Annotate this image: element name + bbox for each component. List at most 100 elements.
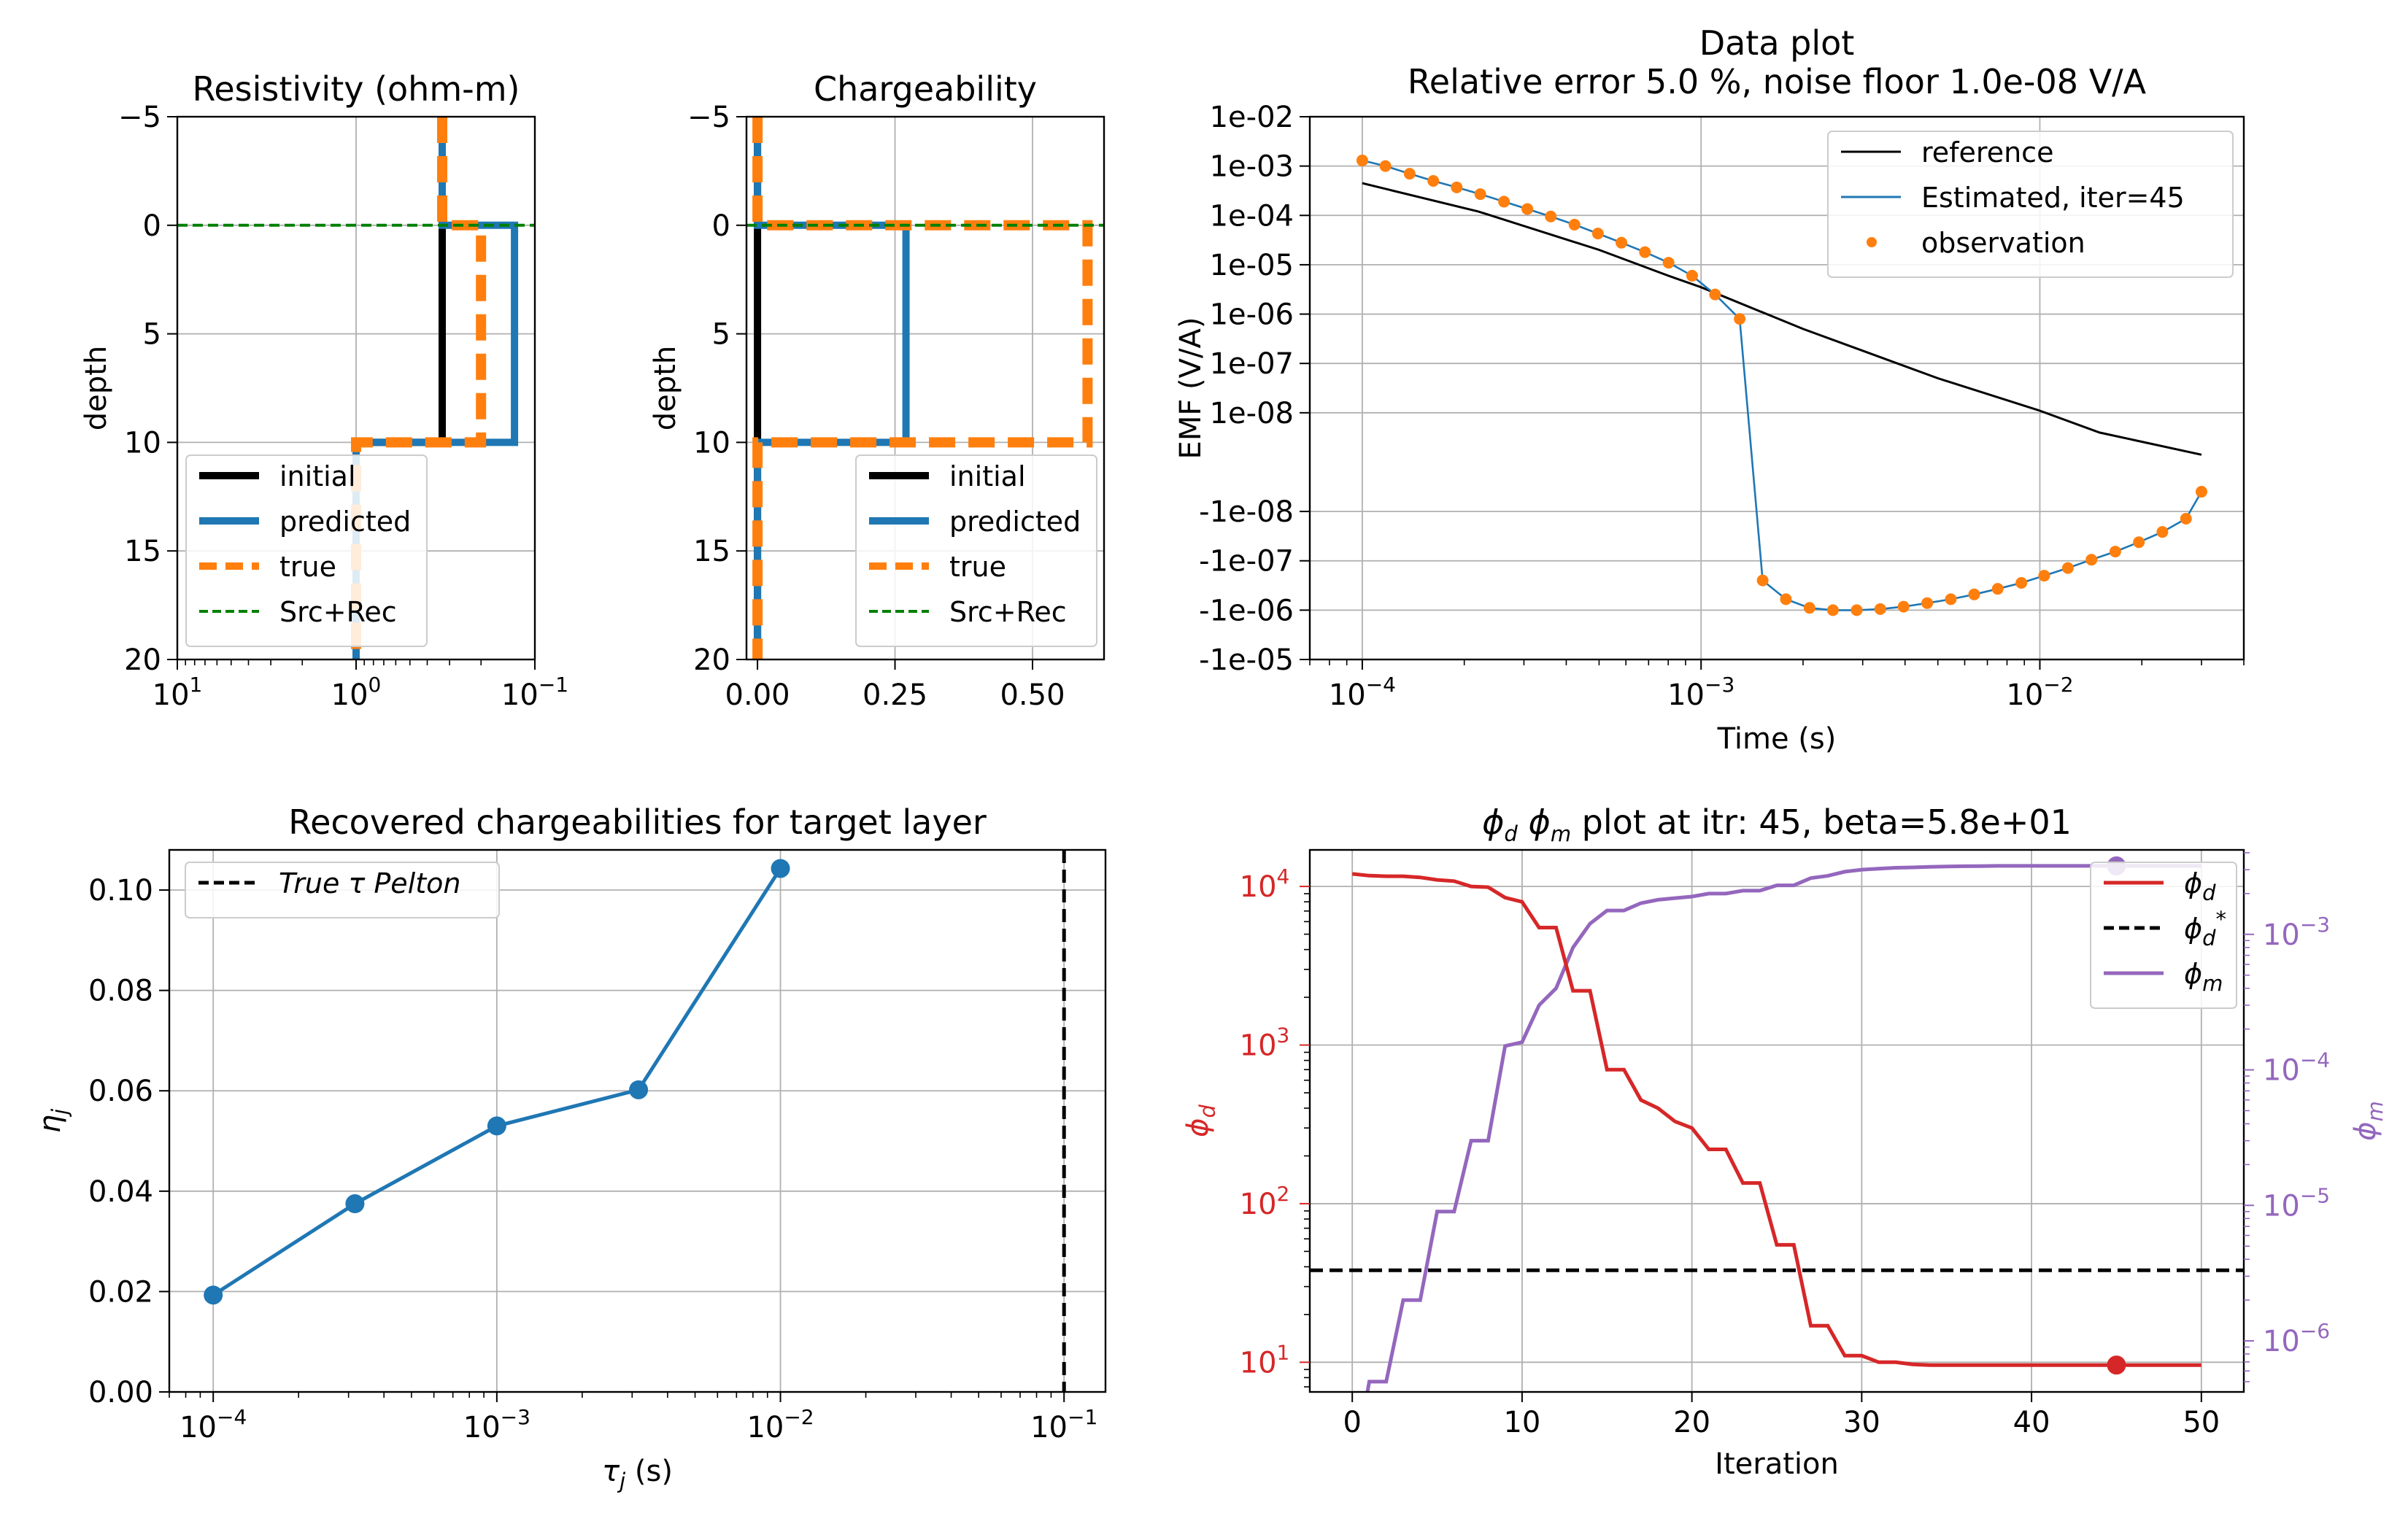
observation-point [1403,168,1416,180]
y-tick-label: 0 [143,209,161,243]
x-tick-label: 0.00 [725,678,790,712]
axes-frame [1308,848,2245,1393]
y-tick-label: -1e-05 [1199,643,1294,677]
x-tick-label: 10−1 [1030,1405,1097,1444]
legend-entry: reference [1841,136,2053,169]
observation-point [1451,181,1463,193]
observation-point [1545,210,1557,223]
legend-entry: predicted [199,506,411,538]
y-axis-label: ϕd [1181,1104,1220,1137]
observation-point [2061,562,2074,574]
legend-entry: ϕd [2104,867,2216,905]
recovered-point [345,1194,365,1214]
legend-label: true [949,551,1006,583]
phi-d-current-point [2107,1355,2126,1375]
legend-entry: ϕm [2104,958,2223,996]
observation-point [1427,174,1440,187]
axes-frame [168,848,1107,1393]
y-tick-label: 20 [124,643,161,677]
y-tick-label: 15 [693,535,730,568]
legend-label: ϕd* [2184,907,2226,951]
y-axis-label: depth [80,346,113,430]
x-tick-label: 10−2 [2006,673,2073,712]
observation-point [1521,203,1534,215]
legend [855,454,1097,647]
legend-label: predicted [949,506,1081,538]
y-tick-label: 103 [1240,1024,1290,1063]
recovered-point [771,859,790,878]
y-tick-label: 104 [1240,864,1290,904]
y-tick-label: 1e-06 [1210,298,1294,332]
y-tick-label: 1e-02 [1210,101,1294,134]
observation-point [1591,228,1604,240]
y-tick-label: −5 [118,101,161,134]
observation-point [1803,602,1815,614]
x-tick-label: 20 [1673,1406,1710,1439]
y-tick-label: 5 [712,318,730,352]
y-axis-label: depth [649,346,682,430]
x-tick-label: 10−3 [463,1405,530,1444]
legend-label: true [279,551,336,583]
recovered-point [629,1080,649,1099]
legend-entry: Src+Rec [869,596,1067,628]
y-tick-label: 20 [693,643,730,677]
legend-entry: true [869,551,1006,583]
legend-entry: predicted [869,506,1081,538]
legend-entry: true [199,551,336,583]
panel-title: ϕd ϕm plot at itr: 45, beta=5.8e+01 [1482,802,2072,846]
x-tick-label: 40 [2013,1406,2050,1439]
y-tick-label: -1e-07 [1199,545,1294,579]
observation-point [2085,554,2098,566]
legend-entry: True τ Pelton [198,867,460,900]
x-tick-label: 30 [1843,1406,1880,1439]
observation-point [1616,236,1628,249]
y-tick-label: 15 [124,535,161,568]
legend-label: ϕd [2184,867,2216,905]
y-tick-label: 0.04 [88,1175,153,1209]
x-tick-label: 10−3 [1667,673,1734,712]
axes-frame [745,115,1105,661]
legend-label: initial [949,460,1026,492]
x-tick-label: 10−4 [1329,673,1396,712]
y-tick-label: 10 [124,426,161,460]
plot-area [1310,864,2244,1392]
observation-point [1474,188,1486,201]
y-right-axis-label: ϕm [2349,1101,2388,1141]
legend [185,862,500,918]
legend-label: predicted [279,506,411,538]
observation-point [1968,588,1980,600]
x-tick-label: 50 [2183,1406,2220,1439]
axes-frame [1308,115,2245,661]
observation-point [1756,574,1769,587]
series-phi-d [1351,872,2201,1367]
panel-title: Recovered chargeabilities for target lay… [288,802,987,842]
y-tick-label: 101 [1240,1340,1290,1380]
observation-point [1945,593,1957,606]
x-tick-label: 0 [1343,1406,1361,1439]
y-tick-label: 0 [712,209,730,243]
y-tick-label: 0.08 [88,975,153,1008]
x-tick-label: 101 [153,673,203,712]
series-reference [1362,182,2202,456]
series-phi-m [1365,864,2201,1392]
y-tick-label: 0.00 [88,1376,153,1409]
legend-entry: Estimated, iter=45 [1841,182,2185,214]
observation-point [2015,576,2028,589]
legend-entry: observation [1867,227,2085,259]
x-axis-label: Time (s) [1717,722,1837,756]
y-right-tick-label: 10−5 [2263,1183,2330,1223]
observation-point [1780,593,1792,606]
panel-title: Resistivity (ohm-m) [192,69,520,109]
y-right-tick-label: 10−4 [2263,1048,2330,1088]
observation-point [1498,196,1510,208]
legend-label: reference [1921,136,2053,169]
observation-point [2195,486,2207,498]
legend-entry: initial [869,460,1026,492]
y-right-tick-label: 10−6 [2263,1319,2330,1358]
plot-area [746,117,1104,659]
y-axis-label: EMF (V/A) [1174,317,1208,460]
y-tick-label: 1e-07 [1210,347,1294,381]
observation-point [1356,154,1368,166]
y-tick-label: 1e-08 [1210,397,1294,430]
